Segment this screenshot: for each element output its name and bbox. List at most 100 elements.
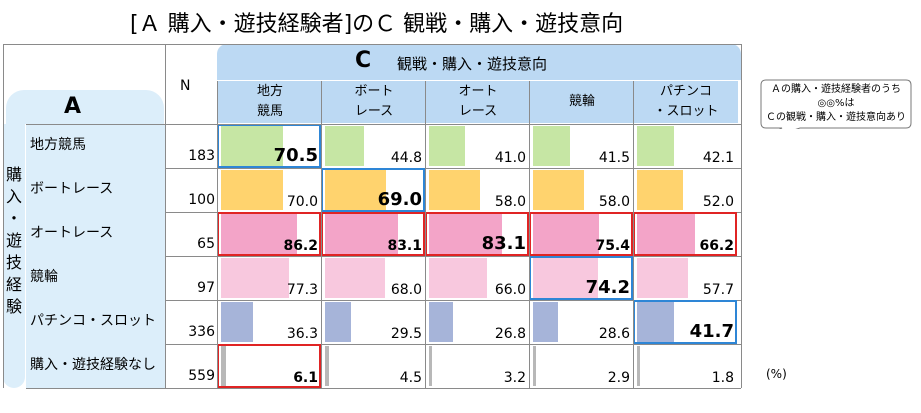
value-label: 4.5 xyxy=(399,370,422,386)
column-header-label: オート レース xyxy=(458,84,498,119)
table-cell: 58.0 xyxy=(529,168,633,212)
value-bar xyxy=(429,302,453,342)
grid-line xyxy=(633,81,634,388)
value-bar xyxy=(325,258,385,298)
column-header: 地方 競馬 xyxy=(217,81,322,123)
row-label: オートレース xyxy=(26,212,165,256)
vertical-label-char: 遊 xyxy=(5,231,22,250)
c-header-tab xyxy=(217,44,741,80)
callout-bubble xyxy=(760,79,912,129)
vertical-label-char: 購 xyxy=(5,165,22,184)
table-cell: 86.2 xyxy=(217,212,321,256)
row-label: 地方競馬 xyxy=(26,124,165,168)
row-n-value: 183 xyxy=(188,148,215,164)
value-label: 86.2 xyxy=(283,238,318,254)
value-bar xyxy=(429,346,432,386)
grid-line xyxy=(217,81,218,388)
page-title: [Ａ 購入・遊技経験者]のＣ 観戦・購入・遊技意向 xyxy=(130,12,624,37)
value-bar xyxy=(325,346,329,386)
grid-line xyxy=(26,388,741,389)
value-label: 52.0 xyxy=(702,194,734,210)
value-label: 57.7 xyxy=(702,282,734,298)
table-cell: 3.2 xyxy=(425,344,529,388)
value-label: 74.2 xyxy=(585,277,630,298)
value-label: 70.0 xyxy=(286,194,318,210)
value-bar xyxy=(221,126,284,166)
value-label: 29.5 xyxy=(390,326,422,342)
callout-text: Ａの購入・遊技経験者のうち ◎◎%は Ｃの観戦・購入・遊技意向あり xyxy=(766,84,906,123)
row-n-value: 336 xyxy=(188,324,215,340)
grid-line xyxy=(3,44,741,45)
c-header-label: C xyxy=(355,48,372,73)
value-bar xyxy=(429,170,481,210)
value-bar xyxy=(221,302,253,342)
value-label: 66.0 xyxy=(494,282,526,298)
value-bar xyxy=(637,302,674,342)
value-bar xyxy=(637,346,640,386)
table-cell: 42.1 xyxy=(633,124,737,168)
table-cell: 26.8 xyxy=(425,300,529,344)
value-bar xyxy=(637,258,688,298)
value-label: 77.3 xyxy=(286,282,318,298)
table-cell: 68.0 xyxy=(321,256,425,300)
column-header-label: 競輪 xyxy=(568,94,595,109)
value-bar xyxy=(637,126,675,166)
column-header-label: ボート レース xyxy=(354,84,394,119)
table-cell: 4.5 xyxy=(321,344,425,388)
value-label: 2.9 xyxy=(607,370,630,386)
grid-line xyxy=(3,44,4,388)
table-cell: 69.0 xyxy=(321,168,425,212)
grid-line xyxy=(26,300,741,301)
value-label: 44.8 xyxy=(390,150,422,166)
table-cell: 77.3 xyxy=(217,256,321,300)
grid-line xyxy=(741,44,742,388)
grid-line xyxy=(321,81,322,388)
value-label: 42.1 xyxy=(702,150,734,166)
table-cell: 28.6 xyxy=(529,300,633,344)
a-header-tab xyxy=(6,90,164,124)
table-cell: 6.1 xyxy=(217,344,321,388)
table-cell: 44.8 xyxy=(321,124,425,168)
value-bar xyxy=(325,302,351,342)
value-label: 68.0 xyxy=(390,282,422,298)
value-label: 1.8 xyxy=(711,370,734,386)
row-label: 購入・遊技経験なし xyxy=(26,344,165,388)
table-cell: 83.1 xyxy=(321,212,425,256)
value-bar xyxy=(221,170,283,210)
value-label: 41.7 xyxy=(689,321,734,342)
value-bar xyxy=(221,346,227,386)
value-bar xyxy=(533,126,570,166)
column-header: パチンコ ・スロット xyxy=(633,81,738,123)
row-label: パチンコ・スロット xyxy=(26,300,165,344)
grid-line xyxy=(529,81,530,388)
value-label: 36.3 xyxy=(286,326,318,342)
value-label: 83.1 xyxy=(481,233,526,254)
row-n-value: 65 xyxy=(197,236,215,252)
table-cell: 2.9 xyxy=(529,344,633,388)
vertical-label-char: 験 xyxy=(5,297,22,316)
table-cell: 29.5 xyxy=(321,300,425,344)
c-header-subtitle: 観戦・購入・遊技意向 xyxy=(397,55,548,73)
column-header: ボート レース xyxy=(321,81,426,123)
value-bar xyxy=(221,214,297,254)
table-cell: 36.3 xyxy=(217,300,321,344)
value-label: 69.0 xyxy=(377,189,422,210)
value-bar xyxy=(533,346,536,386)
grid-line xyxy=(425,81,426,388)
table-cell: 70.5 xyxy=(217,124,321,168)
vertical-label-char: 経 xyxy=(5,275,22,294)
value-bar xyxy=(325,126,365,166)
vertical-label-char: ・ xyxy=(5,209,22,228)
value-label: 41.0 xyxy=(494,150,526,166)
grid-line xyxy=(26,256,741,257)
value-bar xyxy=(325,170,386,210)
value-label: 83.1 xyxy=(387,238,422,254)
value-bar xyxy=(533,170,585,210)
table-cell: 58.0 xyxy=(425,168,529,212)
table-cell: 70.0 xyxy=(217,168,321,212)
grid-line xyxy=(165,44,166,388)
row-n-value: 97 xyxy=(197,280,215,296)
table-cell: 1.8 xyxy=(633,344,737,388)
row-n-value: 559 xyxy=(188,368,215,384)
table-cell: 66.2 xyxy=(633,212,737,256)
